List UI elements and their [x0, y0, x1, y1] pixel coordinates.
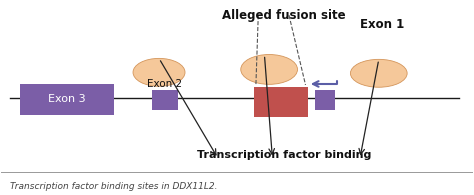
- Bar: [19, 84, 114, 115]
- Text: Transcription factor binding sites in DDX11L2.: Transcription factor binding sites in DD…: [10, 182, 218, 191]
- Text: Transcription factor binding: Transcription factor binding: [197, 150, 372, 160]
- Bar: [254, 87, 308, 117]
- Ellipse shape: [350, 59, 407, 87]
- Text: Exon 3: Exon 3: [48, 94, 86, 105]
- Bar: [152, 90, 178, 110]
- Bar: [315, 90, 335, 110]
- Text: Exon 2: Exon 2: [147, 79, 182, 89]
- Text: Alleged fusion site: Alleged fusion site: [222, 9, 346, 22]
- Ellipse shape: [133, 58, 185, 86]
- Text: Exon 1: Exon 1: [360, 18, 404, 31]
- Ellipse shape: [241, 55, 298, 84]
